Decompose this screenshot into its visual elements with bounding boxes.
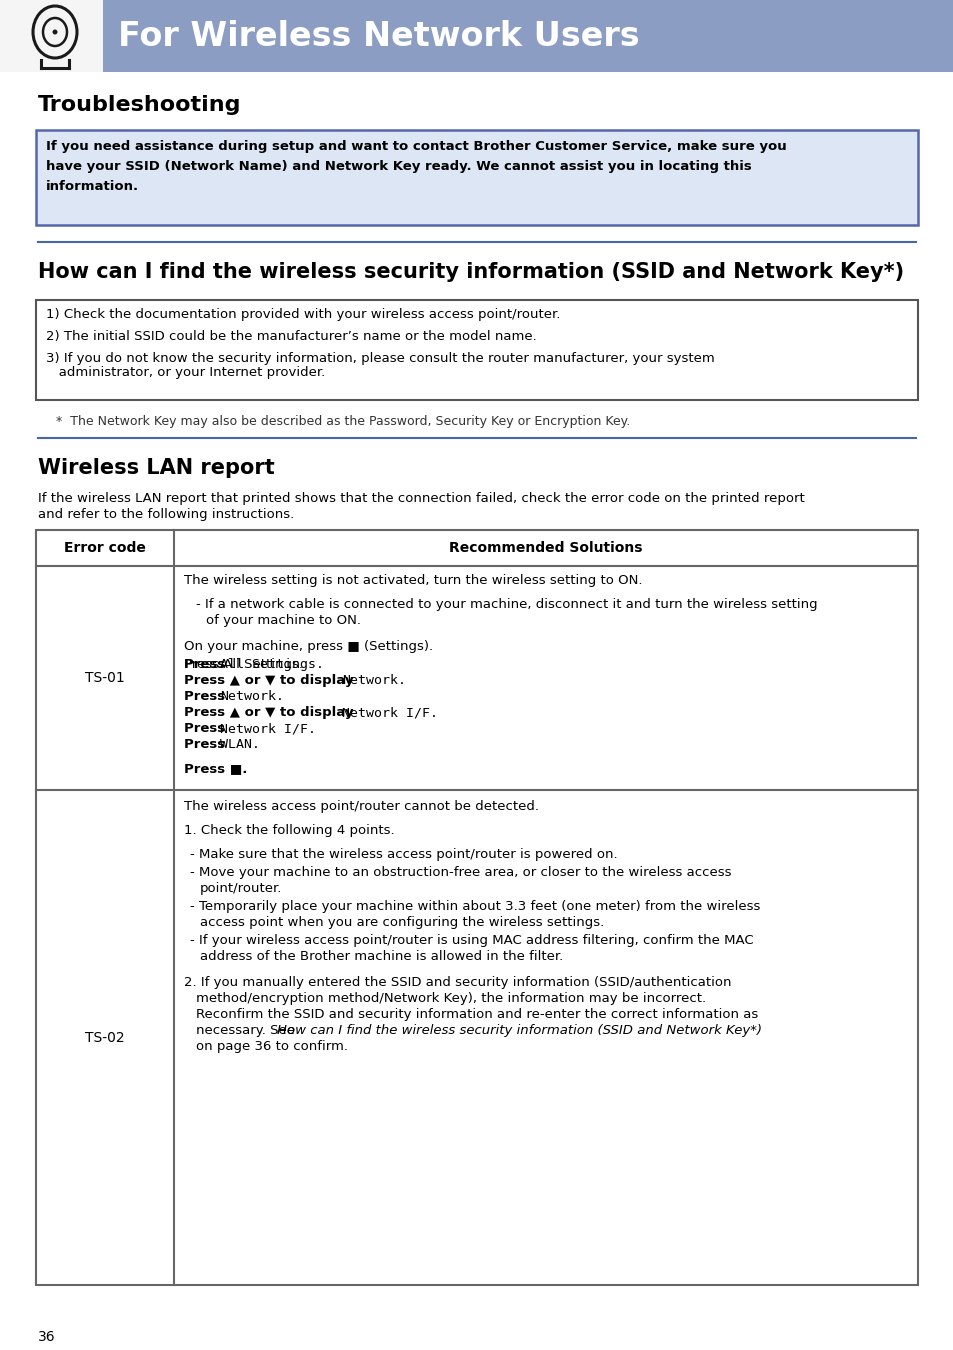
Text: Press: Press — [184, 690, 230, 703]
Text: The wireless access point/router cannot be detected.: The wireless access point/router cannot … — [184, 801, 538, 813]
Bar — [103, 0, 953, 72]
Text: The wireless setting is not activated, turn the wireless setting to ON.: The wireless setting is not activated, t… — [184, 574, 641, 587]
Text: and refer to the following instructions.: and refer to the following instructions. — [38, 508, 294, 521]
Bar — [36, 300, 917, 400]
Text: If you need assistance during setup and want to contact Brother Customer Service: If you need assistance during setup and … — [46, 140, 786, 153]
Text: Network I/F.: Network I/F. — [341, 706, 437, 720]
Text: 2. If you manually entered the SSID and security information (SSID/authenticatio: 2. If you manually entered the SSID and … — [184, 976, 731, 990]
Text: Recommended Solutions: Recommended Solutions — [449, 541, 642, 555]
Text: *  The Network Key may also be described as the Password, Security Key or Encryp: * The Network Key may also be described … — [48, 414, 630, 428]
Text: Error code: Error code — [64, 541, 146, 555]
Text: Press All Settings.: Press All Settings. — [184, 657, 303, 671]
Ellipse shape — [52, 30, 57, 35]
Text: TS-02: TS-02 — [85, 1030, 125, 1045]
Bar — [0, 0, 105, 72]
Bar — [36, 531, 917, 1285]
Text: 1. Check the following 4 points.: 1. Check the following 4 points. — [184, 824, 395, 837]
Text: TS-01: TS-01 — [85, 671, 125, 684]
Text: Press: Press — [184, 657, 230, 671]
Text: - If your wireless access point/router is using MAC address filtering, confirm t: - If your wireless access point/router i… — [190, 934, 753, 946]
Text: How can I find the wireless security information (SSID and Network Key*): How can I find the wireless security inf… — [276, 1025, 761, 1037]
Text: On your machine, press ■ (Settings).: On your machine, press ■ (Settings). — [184, 640, 433, 653]
Text: Press: Press — [184, 738, 230, 751]
Text: All Settings.: All Settings. — [220, 657, 324, 671]
Text: - Make sure that the wireless access point/router is powered on.: - Make sure that the wireless access poi… — [190, 848, 617, 861]
Text: Press ▲ or ▼ to display: Press ▲ or ▼ to display — [184, 706, 357, 720]
Text: - If a network cable is connected to your machine, disconnect it and turn the wi: - If a network cable is connected to you… — [195, 598, 817, 612]
Text: address of the Brother machine is allowed in the filter.: address of the Brother machine is allowe… — [200, 950, 562, 963]
Text: Press: Press — [184, 722, 230, 734]
Text: access point when you are configuring the wireless settings.: access point when you are configuring th… — [200, 917, 603, 929]
Text: point/router.: point/router. — [200, 882, 282, 895]
Text: WLAN.: WLAN. — [220, 738, 260, 751]
Text: Wireless LAN report: Wireless LAN report — [38, 458, 274, 478]
Text: Network.: Network. — [341, 674, 406, 687]
Text: 2) The initial SSID could be the manufacturer’s name or the model name.: 2) The initial SSID could be the manufac… — [46, 329, 537, 343]
Text: administrator, or your Internet provider.: administrator, or your Internet provider… — [46, 366, 325, 379]
Text: Reconfirm the SSID and security information and re-enter the correct information: Reconfirm the SSID and security informat… — [195, 1008, 758, 1021]
Text: Press ▲ or ▼ to display: Press ▲ or ▼ to display — [184, 674, 357, 687]
Text: have your SSID (Network Name) and Network Key ready. We cannot assist you in loc: have your SSID (Network Name) and Networ… — [46, 161, 751, 173]
Text: - Move your machine to an obstruction-free area, or closer to the wireless acces: - Move your machine to an obstruction-fr… — [190, 865, 731, 879]
Text: of your machine to ON.: of your machine to ON. — [206, 614, 360, 626]
Text: 1) Check the documentation provided with your wireless access point/router.: 1) Check the documentation provided with… — [46, 308, 559, 321]
Text: For Wireless Network Users: For Wireless Network Users — [118, 19, 639, 53]
Text: necessary. See: necessary. See — [195, 1025, 299, 1037]
Text: - Temporarily place your machine within about 3.3 feet (one meter) from the wire: - Temporarily place your machine within … — [190, 900, 760, 913]
Text: If the wireless LAN report that printed shows that the connection failed, check : If the wireless LAN report that printed … — [38, 491, 804, 505]
Bar — [36, 130, 917, 225]
Text: information.: information. — [46, 180, 139, 193]
Text: Troubleshooting: Troubleshooting — [38, 95, 241, 115]
Text: Network I/F.: Network I/F. — [220, 722, 315, 734]
Text: method/encryption method/Network Key), the information may be incorrect.: method/encryption method/Network Key), t… — [195, 992, 705, 1004]
Text: on page 36 to confirm.: on page 36 to confirm. — [195, 1040, 348, 1053]
Text: 3) If you do not know the security information, please consult the router manufa: 3) If you do not know the security infor… — [46, 352, 714, 365]
Text: Network.: Network. — [220, 690, 284, 703]
Text: Press ■.: Press ■. — [184, 761, 247, 775]
Text: How can I find the wireless security information (SSID and Network Key*): How can I find the wireless security inf… — [38, 262, 903, 282]
Text: 36: 36 — [38, 1330, 55, 1345]
